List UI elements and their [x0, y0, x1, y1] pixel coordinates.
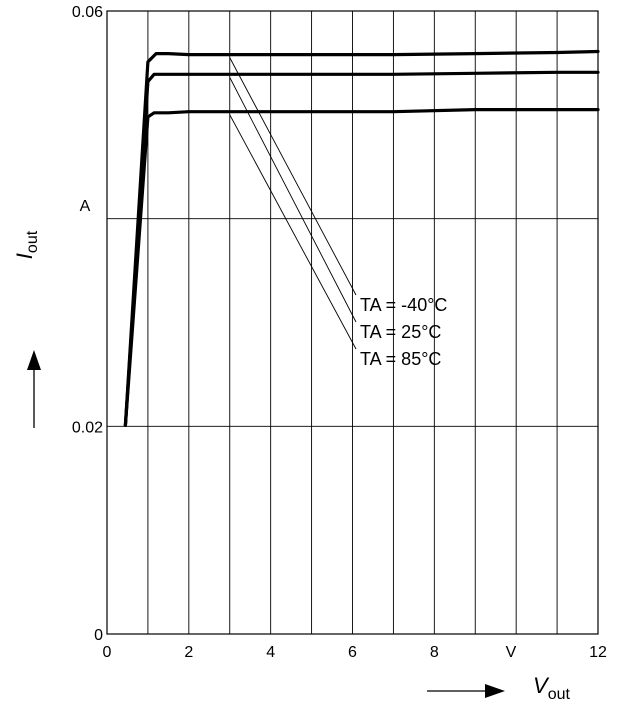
y-tick-label: 0 [94, 627, 103, 644]
y-axis-symbol: I [12, 253, 37, 259]
y-axis-arrow [27, 350, 41, 428]
x-tick-label: 0 [103, 644, 112, 661]
x-tick-label: 4 [266, 644, 275, 661]
legend-entry-1: TA = -40°C [360, 295, 447, 315]
legend-leader-line [229, 57, 357, 296]
x-axis-subscript: out [548, 686, 571, 703]
y-axis-unit: A [80, 198, 91, 215]
y-axis-label: Iout [12, 230, 41, 259]
y-tick-label: 0.06 [72, 4, 103, 21]
legend: TA = -40°C TA = 25°C TA = 85°C [360, 295, 447, 369]
y-axis-subscript: out [24, 230, 41, 253]
legend-leader-lines [229, 57, 357, 350]
x-tick-label: 12 [589, 644, 607, 661]
series-line-2 [123, 70, 600, 427]
series-line-3 [123, 107, 600, 427]
y-tick-label: 0.02 [72, 419, 103, 436]
legend-entry-3: TA = 85°C [360, 349, 441, 369]
grid [106, 10, 599, 635]
legend-entry-2: TA = 25°C [360, 322, 441, 342]
tick-labels: 0 2 4 6 8 12 0 0.02 0.06 [72, 4, 607, 661]
x-axis-arrow [427, 684, 505, 698]
legend-leader-line [229, 77, 357, 323]
legend-leader-line [229, 114, 357, 350]
series-line-1 [123, 49, 600, 427]
series-layer [123, 49, 600, 427]
x-tick-label: 8 [430, 644, 439, 661]
x-axis-label: Vout [533, 673, 570, 703]
svg-text:Iout: Iout [12, 230, 41, 259]
x-axis-symbol: V [533, 673, 550, 698]
x-tick-label: 2 [184, 644, 193, 661]
x-axis-unit: V [506, 644, 517, 661]
x-tick-label: 6 [348, 644, 357, 661]
